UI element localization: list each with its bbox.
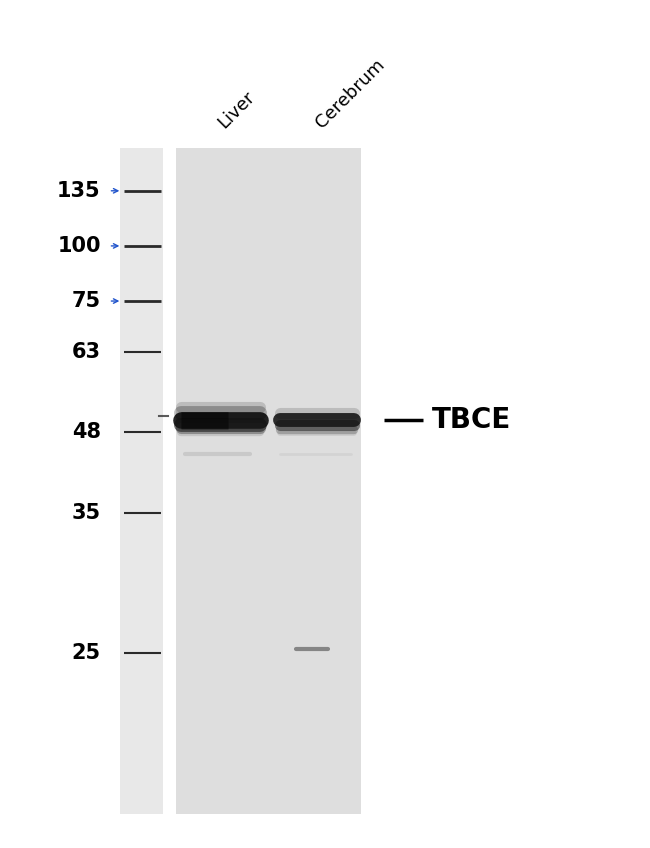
Text: 75: 75 bbox=[72, 291, 101, 311]
Text: 135: 135 bbox=[57, 181, 101, 201]
Bar bbox=[176, 199, 361, 204]
Bar bbox=[176, 213, 361, 217]
Bar bbox=[176, 146, 361, 151]
Text: 35: 35 bbox=[72, 503, 101, 523]
Bar bbox=[176, 265, 361, 271]
Bar bbox=[176, 179, 361, 184]
Bar bbox=[176, 293, 361, 298]
Bar bbox=[176, 172, 361, 177]
Bar bbox=[176, 232, 361, 237]
Text: 48: 48 bbox=[72, 422, 101, 443]
Bar bbox=[176, 279, 361, 284]
Bar bbox=[176, 186, 361, 191]
Bar bbox=[176, 339, 361, 344]
Bar bbox=[176, 299, 361, 304]
Bar bbox=[176, 332, 361, 338]
Text: TBCE: TBCE bbox=[432, 405, 512, 434]
Bar bbox=[176, 148, 361, 814]
Bar bbox=[176, 226, 361, 231]
Bar bbox=[120, 148, 162, 814]
Text: 100: 100 bbox=[57, 236, 101, 256]
Text: 25: 25 bbox=[72, 643, 101, 663]
Bar bbox=[176, 305, 361, 310]
Bar bbox=[176, 166, 361, 171]
Text: Cerebrum: Cerebrum bbox=[312, 55, 388, 131]
Bar bbox=[176, 272, 361, 277]
Bar bbox=[176, 312, 361, 317]
Bar bbox=[176, 219, 361, 224]
Bar bbox=[176, 206, 361, 211]
Bar bbox=[176, 239, 361, 244]
Bar bbox=[176, 286, 361, 291]
Bar bbox=[176, 153, 361, 158]
Text: 63: 63 bbox=[72, 342, 101, 362]
Bar bbox=[176, 259, 361, 264]
Bar bbox=[176, 159, 361, 165]
Text: Liver: Liver bbox=[214, 87, 259, 131]
Bar bbox=[176, 253, 361, 258]
Bar bbox=[176, 192, 361, 198]
Bar bbox=[176, 319, 361, 324]
Bar bbox=[176, 326, 361, 331]
Bar bbox=[176, 246, 361, 251]
